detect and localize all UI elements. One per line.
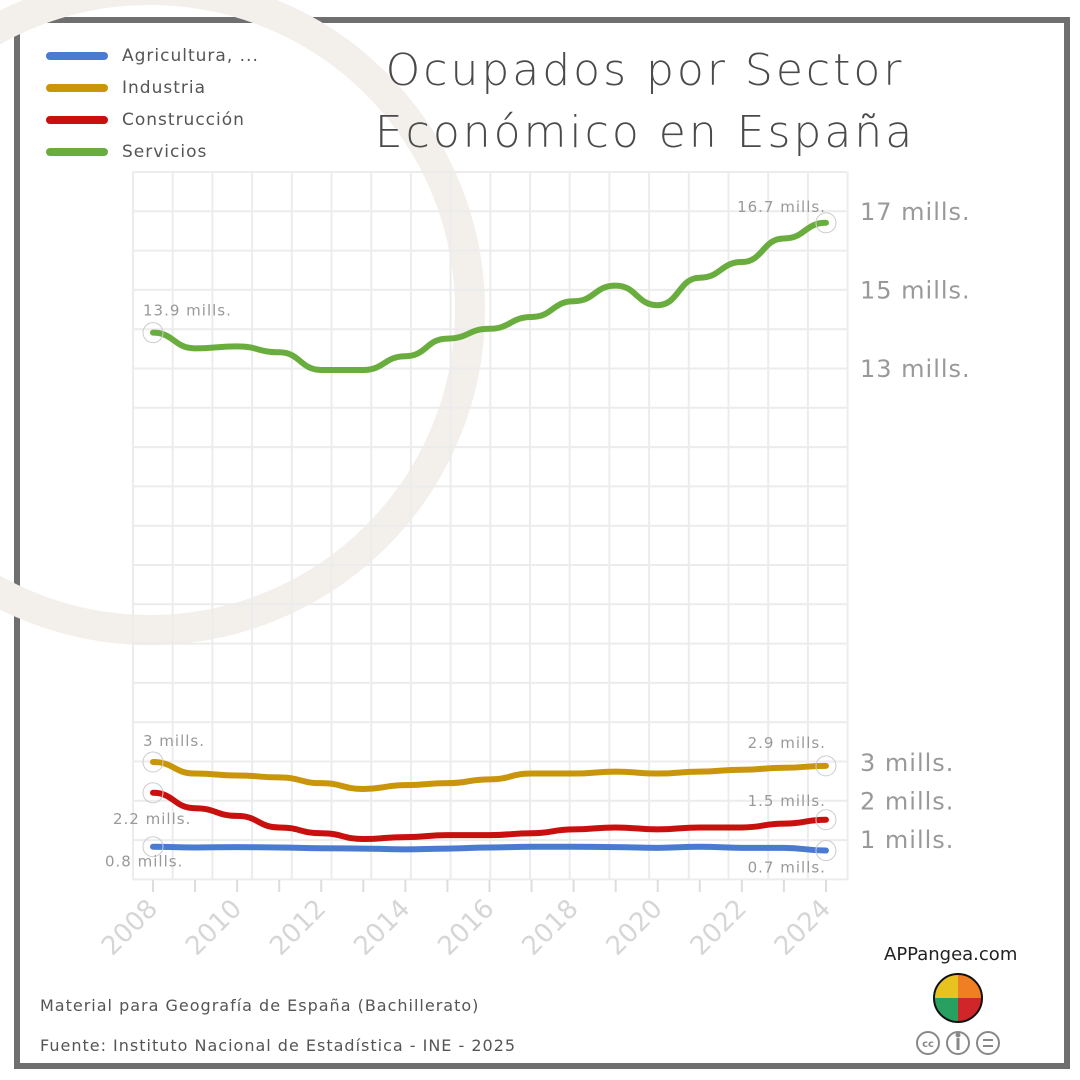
x-tick-label: 2014 xyxy=(348,894,416,962)
title-line-1: Ocupados por Sector xyxy=(385,45,905,96)
series-line xyxy=(150,789,829,843)
x-tick-label: 2012 xyxy=(264,894,332,962)
endpoint-marker xyxy=(142,782,164,804)
endpoint-marker xyxy=(815,809,837,831)
x-tick-label: 2024 xyxy=(769,894,837,962)
frame xyxy=(14,17,1070,1069)
legend-item-agricultura[interactable]: Agricultura, ... xyxy=(46,40,259,72)
legend-swatch xyxy=(46,52,108,60)
data-label: 13.9 mills. xyxy=(143,302,232,320)
y-tick-label: 17 mills. xyxy=(860,198,971,226)
legend-swatch xyxy=(46,148,108,156)
x-tick-label: 2010 xyxy=(180,894,248,962)
x-tick-label: 2020 xyxy=(601,894,669,962)
series-line xyxy=(150,219,829,373)
x-tick-label: 2022 xyxy=(685,894,753,962)
y-tick-label: 2 mills. xyxy=(860,788,954,816)
legend-label: Servicios xyxy=(122,142,208,162)
legend-label: Construcción xyxy=(122,110,245,130)
data-label: 0.8 mills. xyxy=(105,853,183,871)
brand-link[interactable]: APPangea.com xyxy=(884,944,1018,965)
endpoint-marker xyxy=(815,840,837,862)
legend-item-industria[interactable]: Industria xyxy=(46,72,259,104)
endpoint-marker xyxy=(815,212,837,234)
y-tick-label: 13 mills. xyxy=(860,355,971,383)
endpoint-marker xyxy=(142,751,164,773)
chart-title: Ocupados por Sector Económico en España xyxy=(340,40,950,164)
y-tick-label: 3 mills. xyxy=(860,749,954,777)
x-tick-label: 2018 xyxy=(517,894,585,962)
series-line xyxy=(150,843,829,854)
series-line xyxy=(150,759,829,792)
data-label: 1.5 mills. xyxy=(748,792,826,810)
y-tick-label: 15 mills. xyxy=(860,277,971,305)
legend-item-construccion[interactable]: Construcción xyxy=(46,104,259,136)
legend: Agricultura, ... Industria Construcción … xyxy=(46,40,259,168)
endpoint-marker xyxy=(815,755,837,777)
data-label: 2.9 mills. xyxy=(748,734,826,752)
footer-source: Fuente: Instituto Nacional de Estadístic… xyxy=(40,1036,517,1055)
x-tick-label: 2008 xyxy=(96,894,164,962)
data-label: 3 mills. xyxy=(143,732,205,750)
legend-swatch xyxy=(46,84,108,92)
legend-item-servicios[interactable]: Servicios xyxy=(46,136,259,168)
title-line-2: Económico en España xyxy=(374,107,916,158)
legend-label: Industria xyxy=(122,78,207,98)
endpoint-marker xyxy=(142,322,164,344)
data-label: 16.7 mills. xyxy=(737,198,826,216)
footer-material: Material para Geografía de España (Bachi… xyxy=(40,996,480,1015)
watermark-logo xyxy=(0,0,485,645)
data-label: 2.2 mills. xyxy=(113,810,191,828)
y-tick-label: 1 mills. xyxy=(860,826,954,854)
endpoint-marker xyxy=(142,836,164,858)
legend-label: Agricultura, ... xyxy=(122,46,259,66)
legend-swatch xyxy=(46,116,108,124)
x-tick-label: 2016 xyxy=(432,894,500,962)
data-label: 0.7 mills. xyxy=(748,859,826,877)
